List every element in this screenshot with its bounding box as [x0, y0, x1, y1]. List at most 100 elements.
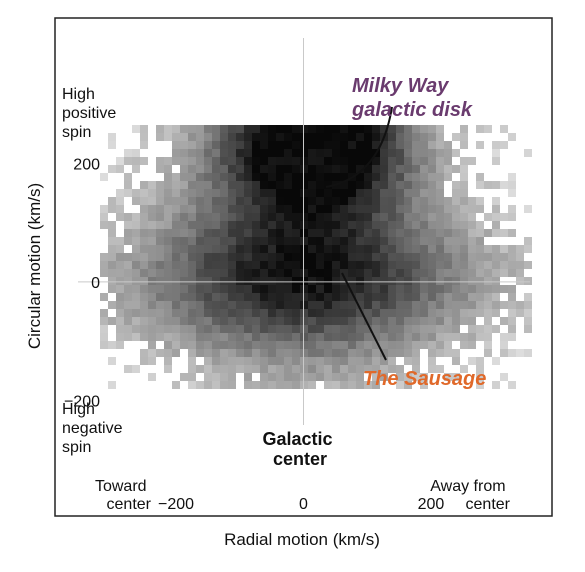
heatmap-cell — [332, 229, 340, 237]
heatmap-cell — [452, 357, 460, 365]
heatmap-cell — [116, 301, 124, 309]
heatmap-cell — [252, 149, 260, 157]
heatmap-cell — [356, 373, 364, 381]
heatmap-cell — [492, 261, 500, 269]
heatmap-cell — [268, 197, 276, 205]
heatmap-cell — [396, 317, 404, 325]
heatmap-cell — [492, 157, 500, 165]
heatmap-cell — [132, 261, 140, 269]
heatmap-cell — [228, 133, 236, 141]
heatmap-cell — [428, 285, 436, 293]
heatmap-cell — [364, 245, 372, 253]
heatmap-cell — [492, 141, 500, 149]
heatmap-cell — [220, 357, 228, 365]
heatmap-cell — [124, 229, 132, 237]
heatmap-cell — [276, 309, 284, 317]
heatmap-cell — [196, 229, 204, 237]
heatmap-cell — [196, 349, 204, 357]
heatmap-cell — [132, 301, 140, 309]
heatmap-cell — [204, 141, 212, 149]
heatmap-cell — [420, 141, 428, 149]
heatmap-cell — [252, 333, 260, 341]
heatmap-cell — [476, 325, 484, 333]
heatmap-cell — [404, 253, 412, 261]
heatmap-cell — [252, 125, 260, 133]
heatmap-cell — [356, 173, 364, 181]
heatmap-cell — [372, 261, 380, 269]
heatmap-cell — [348, 293, 356, 301]
heatmap-cell — [452, 285, 460, 293]
heatmap-cell — [412, 261, 420, 269]
heatmap-cell — [436, 253, 444, 261]
heatmap-cell — [428, 357, 436, 365]
heatmap-cell — [236, 125, 244, 133]
heatmap-cell — [380, 285, 388, 293]
heatmap-cell — [380, 189, 388, 197]
heatmap-cell — [396, 133, 404, 141]
heatmap-cell — [428, 341, 436, 349]
heatmap-cell — [244, 173, 252, 181]
heatmap-cell — [140, 253, 148, 261]
heatmap-cell — [236, 205, 244, 213]
heatmap-cell — [332, 301, 340, 309]
heatmap-cell — [428, 165, 436, 173]
heatmap-cell — [124, 181, 132, 189]
heatmap-cell — [188, 141, 196, 149]
heatmap-cell — [428, 125, 436, 133]
heatmap-cell — [220, 149, 228, 157]
heatmap-cell — [348, 125, 356, 133]
heatmap-cell — [308, 189, 316, 197]
heatmap-cell — [412, 277, 420, 285]
heatmap-cell — [236, 341, 244, 349]
heatmap-cell — [340, 381, 348, 389]
heatmap-cell — [276, 133, 284, 141]
heatmap-cell — [260, 157, 268, 165]
heatmap-cell — [412, 189, 420, 197]
heatmap-cell — [204, 221, 212, 229]
heatmap-cell — [220, 205, 228, 213]
heatmap-cell — [332, 125, 340, 133]
heatmap-cell — [516, 269, 524, 277]
heatmap-cell — [356, 253, 364, 261]
heatmap-cell — [212, 261, 220, 269]
heatmap-cell — [220, 221, 228, 229]
heatmap-cell — [100, 213, 108, 221]
heatmap-cell — [220, 157, 228, 165]
heatmap-cell — [260, 141, 268, 149]
heatmap-cell — [524, 261, 532, 269]
heatmap-cell — [476, 309, 484, 317]
heatmap-cell — [204, 125, 212, 133]
heatmap-cell — [404, 205, 412, 213]
heatmap-cell — [220, 301, 228, 309]
heatmap-cell — [260, 349, 268, 357]
heatmap-cell — [228, 181, 236, 189]
heatmap-cell — [196, 285, 204, 293]
heatmap-cell — [164, 309, 172, 317]
heatmap-cell — [228, 173, 236, 181]
heatmap-cell — [332, 245, 340, 253]
heatmap-cell — [404, 237, 412, 245]
heatmap-cell — [228, 253, 236, 261]
heatmap-cell — [388, 285, 396, 293]
heatmap-cell — [236, 157, 244, 165]
heatmap-cell — [316, 293, 324, 301]
heatmap-cell — [100, 317, 108, 325]
heatmap-cell — [292, 141, 300, 149]
heatmap-cell — [252, 365, 260, 373]
heatmap-cell — [188, 157, 196, 165]
disk-leader-line — [325, 106, 393, 188]
heatmap-cell — [332, 333, 340, 341]
heatmap-cell — [444, 213, 452, 221]
heatmap-cell — [508, 205, 516, 213]
heatmap-cell — [308, 317, 316, 325]
heatmap-cell — [292, 341, 300, 349]
heatmap-cell — [284, 181, 292, 189]
heatmap-cell — [236, 141, 244, 149]
heatmap-cell — [292, 253, 300, 261]
heatmap-cell — [324, 357, 332, 365]
heatmap-cell — [492, 301, 500, 309]
heatmap-cell — [276, 365, 284, 373]
heatmap-cell — [444, 293, 452, 301]
heatmap-cell — [308, 133, 316, 141]
heatmap-cell — [516, 253, 524, 261]
